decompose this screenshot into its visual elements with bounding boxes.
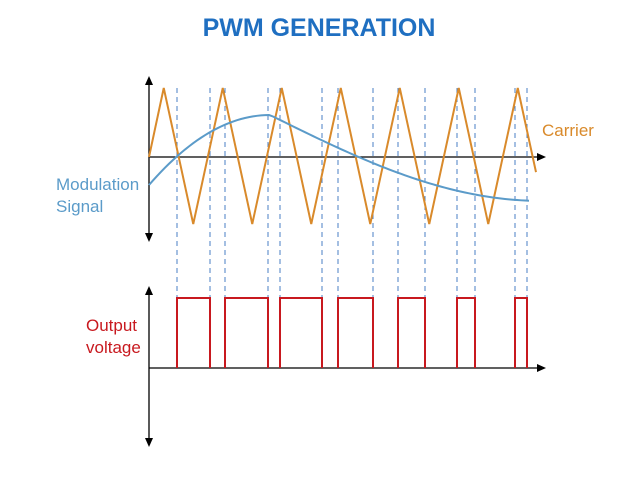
top-axis-arrow-down [145,233,153,242]
bottom-axis-arrow-up [145,286,153,295]
output-pulse [279,297,323,368]
bottom-axis-arrow-down [145,438,153,447]
output-pulse [514,297,528,368]
modulation-signal-label: Modulation Signal [56,174,139,218]
output-label-line2: voltage [86,338,141,357]
output-pulse [397,297,426,368]
output-pulse [456,297,476,368]
modulation-signal-curve [148,113,530,202]
bottom-axes [145,286,546,447]
output-voltage-label: Output voltage [86,315,141,359]
carrier-wave [148,87,537,225]
top-axis-arrow-right [537,153,546,161]
modulation-label-line2: Signal [56,197,104,216]
top-axis-arrow-up [145,76,153,85]
output-pulse [176,297,211,368]
modulation-label-line1: Modulation [56,175,140,194]
page-title: PWM GENERATION [202,14,436,42]
top-axes [145,76,546,242]
output-pulses [176,297,528,368]
output-label-line1: Output [86,316,138,335]
carrier-label: Carrier [542,121,594,140]
output-pulse [337,297,374,368]
output-pulse [224,297,269,368]
bottom-axis-arrow-right [537,364,546,372]
